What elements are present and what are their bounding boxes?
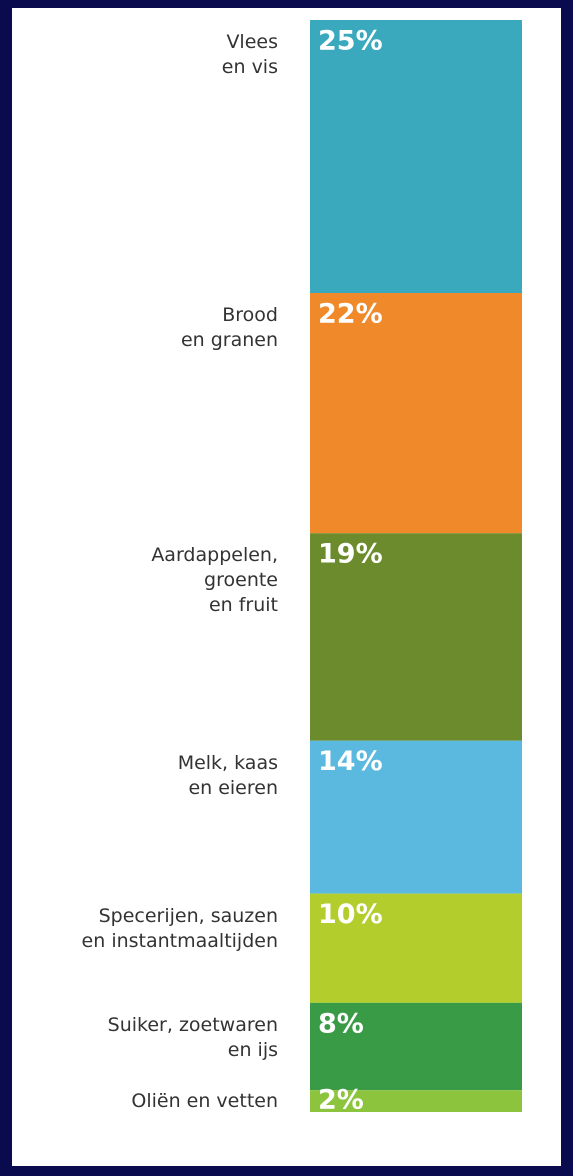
segment bbox=[310, 893, 522, 1003]
segment bbox=[310, 533, 522, 741]
value-label: 14% bbox=[318, 746, 383, 777]
value-label: 22% bbox=[318, 299, 383, 330]
segment bbox=[310, 1002, 522, 1091]
category-label: Suiker, zoetwaren en ijs bbox=[107, 1013, 278, 1061]
category-label: Melk, kaas en eieren bbox=[177, 751, 278, 799]
category-label: Oliën en vetten bbox=[131, 1090, 278, 1113]
chart: 25% 22% 19% 14% 10% 8% 2% bbox=[310, 20, 522, 1116]
segment bbox=[310, 20, 522, 293]
value-label: 25% bbox=[318, 26, 383, 57]
segment bbox=[310, 740, 522, 894]
category-label: Brood en granen bbox=[180, 304, 278, 351]
infographic: 25% 22% 19% 14% 10% 8% 2% Vlees en vis Brood en… bbox=[12, 8, 561, 1166]
value-label: 2% bbox=[318, 1085, 364, 1116]
value-label: 8% bbox=[318, 1008, 364, 1039]
category-label: Vlees en vis bbox=[221, 31, 278, 78]
category-label: Aardappelen, groente en fruit bbox=[151, 544, 278, 617]
category-label: Specerijen, sauzen en instantmaaltijden bbox=[81, 904, 278, 952]
segment bbox=[310, 293, 522, 534]
value-label: 10% bbox=[318, 899, 383, 930]
segment bbox=[310, 1090, 522, 1112]
value-label: 19% bbox=[318, 539, 383, 570]
